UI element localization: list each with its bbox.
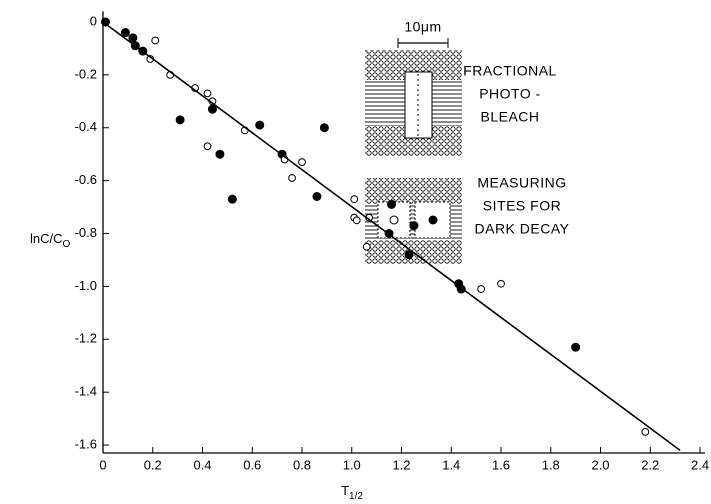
- y-tick-label: -0.4: [75, 119, 97, 134]
- inset-label: DARK DECAY: [475, 221, 570, 237]
- open-point: [298, 158, 306, 167]
- filled-point: [404, 250, 414, 260]
- open-point: [203, 142, 212, 151]
- y-tick-label: -1.2: [75, 331, 97, 346]
- x-tick-label: 0: [99, 457, 106, 472]
- x-axis-label: T1/2: [341, 483, 363, 501]
- site-open: [389, 215, 399, 225]
- filled-point: [409, 221, 419, 231]
- filled-point: [255, 120, 265, 130]
- filled-point: [175, 115, 185, 125]
- x-tick-label: 0.8: [293, 457, 311, 472]
- x-tick-label: 2.0: [591, 457, 609, 472]
- x-tick-label: 1.4: [442, 457, 460, 472]
- inset-label: FRACTIONAL: [463, 63, 557, 79]
- open-point: [641, 427, 650, 436]
- open-point: [352, 216, 361, 225]
- x-tick-label: 0.6: [243, 457, 261, 472]
- dotted-band: [365, 178, 462, 204]
- x-tick-label: 1.2: [392, 457, 410, 472]
- filled-point: [120, 28, 130, 38]
- open-point: [203, 89, 212, 98]
- filled-point: [128, 33, 138, 43]
- y-tick-label: -1.6: [75, 437, 97, 452]
- y-label-main: lnC/C: [30, 231, 63, 246]
- x-label-sub: 1/2: [349, 491, 363, 502]
- open-point: [350, 195, 359, 204]
- site-filled: [428, 215, 438, 225]
- filled-point: [207, 104, 217, 114]
- x-label-main: T: [341, 483, 349, 498]
- filled-point: [571, 342, 581, 352]
- x-tick-label: 0.4: [193, 457, 211, 472]
- y-tick-label: -0.2: [75, 66, 97, 81]
- filled-point: [312, 192, 322, 202]
- filled-point: [227, 194, 237, 204]
- y-tick-label: -0.8: [75, 225, 97, 240]
- open-point: [151, 36, 160, 45]
- filled-point: [319, 123, 329, 133]
- open-point: [362, 242, 371, 251]
- filled-point: [387, 199, 397, 209]
- inset-label: BLEACH: [480, 109, 539, 125]
- inset: 10μm FRACTIONAL PHOTO - BLEACH MEASURING…: [365, 19, 570, 264]
- x-tick-label: 1.8: [542, 457, 560, 472]
- x-tick-label: 2.2: [641, 457, 659, 472]
- y-axis-label: lnC/CO: [30, 231, 71, 249]
- y-label-sub: O: [63, 239, 71, 250]
- y-tick-label: -1.0: [75, 278, 97, 293]
- x-tick-label: 1.6: [492, 457, 510, 472]
- open-point: [477, 285, 486, 293]
- scale-label: 10μm: [404, 19, 441, 35]
- y-tick-label: 0: [90, 13, 97, 28]
- inset-label: MEASURING: [477, 175, 566, 191]
- fit-line: [102, 21, 681, 451]
- inset-label: SITES FOR: [483, 198, 561, 214]
- open-point: [497, 279, 505, 288]
- y-tick-label: -0.6: [75, 172, 97, 187]
- y-tick-label: -1.4: [75, 384, 97, 399]
- filled-point: [215, 149, 225, 159]
- x-tick-label: 1.0: [343, 457, 361, 472]
- x-tick-label: 2.4: [691, 457, 709, 472]
- inset-label: PHOTO -: [479, 86, 541, 102]
- x-tick-label: 0.2: [144, 457, 162, 472]
- filled-point: [100, 17, 110, 27]
- open-point: [288, 174, 296, 182]
